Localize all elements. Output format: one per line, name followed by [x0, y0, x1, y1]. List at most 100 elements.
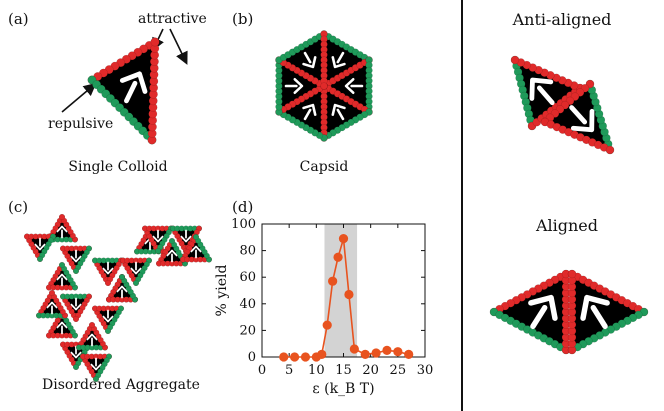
y-tick-label: 20 [239, 323, 256, 338]
arrow-icon [284, 78, 304, 94]
y-tick-label: 100 [231, 217, 256, 232]
label-c: (c) [8, 198, 28, 216]
aggregate-triangle [79, 353, 112, 383]
x-tick-label: 5 [285, 363, 293, 378]
arrow-icon [102, 261, 114, 275]
arrow-icon [302, 103, 317, 121]
data-point [300, 352, 311, 362]
aligned-colloid-1 [489, 269, 571, 355]
repulsive-bead [92, 376, 99, 383]
x-axis-label: ε (k_B T) [312, 381, 374, 397]
arrow-repulsive [61, 82, 97, 113]
attractive-bead [605, 145, 615, 155]
y-tick-label: 60 [239, 270, 256, 285]
x-tick-label: 25 [390, 363, 407, 378]
aggregate-triangle [75, 321, 108, 351]
arrow-icon [344, 78, 364, 94]
x-tick-label: 0 [258, 363, 266, 378]
repulsive-bead [59, 261, 66, 268]
data-point [333, 252, 343, 262]
arrow-icon [34, 237, 46, 251]
capsid [275, 30, 373, 142]
capsid-triangle [275, 30, 328, 90]
data-point [349, 344, 359, 354]
arrow-icon [529, 77, 555, 106]
attractive-bead [150, 37, 160, 47]
caption-disordered-aggregate: Disordered Aggregate [42, 377, 200, 393]
attractive-bead [49, 289, 56, 296]
x-tick-label: 30 [417, 363, 434, 378]
arrow-icon [56, 321, 68, 335]
repulsive-bead [72, 364, 79, 371]
data-point [338, 234, 349, 244]
arrow-icon [166, 249, 178, 263]
repulsive-bead [72, 268, 79, 275]
data-point [360, 349, 370, 359]
x-tick-label: 15 [335, 363, 352, 378]
disordered-aggregate [24, 213, 212, 383]
arrow-icon [116, 285, 128, 299]
aggregate-triangle [91, 305, 124, 335]
yield-chart: 0 5 10 15 20 25 30 0 20 40 60 80 100 ε (k_B T) % yie… [214, 217, 433, 397]
repulsive-bead [104, 328, 111, 335]
single-colloid [87, 37, 160, 145]
data-point [404, 349, 414, 359]
attractive-bead [567, 269, 577, 279]
repulsive-bead [192, 233, 199, 240]
data-point [393, 347, 403, 357]
aggregate-triangle [60, 245, 92, 275]
x-tick-label: 20 [362, 363, 379, 378]
attractive-bead [104, 280, 111, 287]
arrow-icon [46, 301, 58, 315]
arrow-icon [569, 105, 595, 133]
arrow-icon [331, 51, 346, 69]
anti-aligned-colloid-2 [540, 79, 615, 155]
y-tick-label: 40 [239, 297, 256, 312]
aggregate-triangle [155, 237, 188, 267]
data-point [328, 276, 338, 286]
aggregate-triangle [24, 233, 57, 263]
attractive-bead [320, 82, 328, 90]
aggregate-triangle [105, 273, 138, 303]
arrow-icon [331, 103, 346, 121]
caption-single-colloid: Single Colloid [68, 159, 167, 175]
aligned-colloid-2 [567, 269, 649, 355]
arrow-icon [152, 229, 164, 243]
arrow-icon [119, 71, 148, 104]
repulsive-bead [132, 280, 139, 287]
arrow-icon [56, 273, 68, 287]
repulsive-bead [37, 256, 44, 263]
data-point [344, 289, 354, 300]
arrow-icon [70, 297, 82, 311]
series-line [283, 238, 409, 358]
arrow-icon [580, 294, 610, 330]
attractive-bead [72, 316, 79, 323]
arrow-icon [130, 261, 142, 275]
aggregate-triangle [36, 289, 69, 319]
title-anti-aligned: Anti-aligned [512, 10, 612, 29]
arrow-icon [302, 51, 317, 69]
repulsive-bead [118, 273, 125, 280]
aggregate-triangle [91, 257, 124, 287]
aggregate-triangle [179, 233, 212, 263]
y-axis-label: % yield [214, 265, 230, 317]
annotation-attractive: attractive [138, 11, 207, 27]
arrow-icon [528, 294, 558, 330]
arrow-icon [70, 345, 82, 359]
aggregate-triangle [119, 257, 152, 287]
label-d: (d) [232, 198, 253, 216]
x-tick-label: 10 [308, 363, 325, 378]
aggregate-triangle [46, 213, 78, 243]
repulsive-bead [154, 248, 161, 255]
attractive-bead [88, 321, 95, 328]
data-point [371, 348, 381, 358]
arrow-icon [56, 225, 68, 239]
arrow-icon [180, 229, 192, 243]
data-point [317, 349, 327, 359]
data-point [382, 345, 392, 355]
colloid-illustrations [24, 30, 649, 383]
label-a: (a) [8, 10, 29, 28]
arrow-icon [86, 333, 98, 347]
repulsive-bead [168, 237, 175, 244]
y-tick-label: 0 [248, 350, 256, 365]
